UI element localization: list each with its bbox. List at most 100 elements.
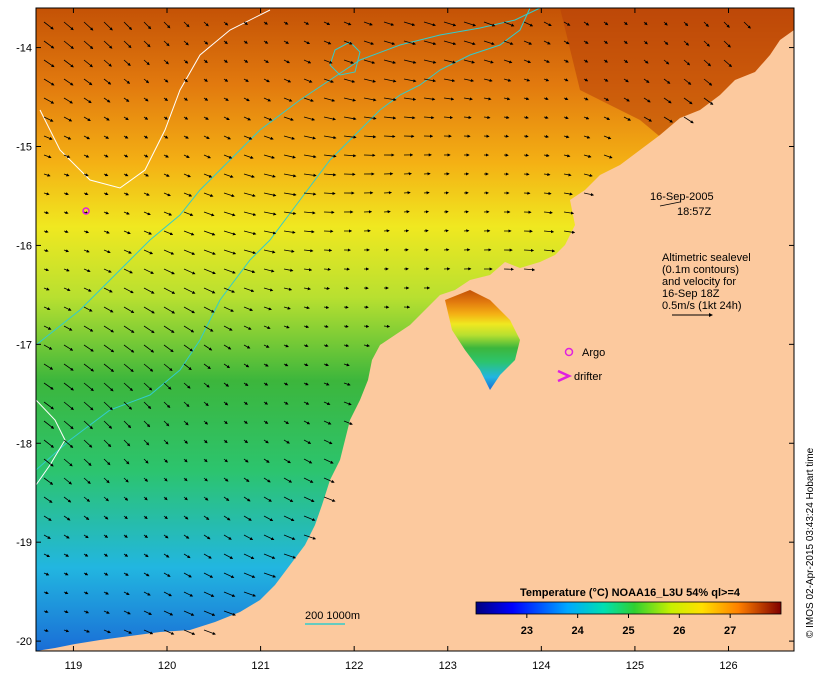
velocity-arrow bbox=[263, 534, 275, 541]
velocity-arrow bbox=[43, 382, 54, 390]
velocity-arrow bbox=[63, 306, 72, 311]
velocity-arrow bbox=[103, 344, 115, 353]
drifter-marker bbox=[557, 369, 573, 383]
velocity-arrow bbox=[263, 572, 277, 578]
velocity-arrow bbox=[183, 21, 190, 28]
velocity-arrow bbox=[223, 97, 229, 101]
velocity-arrow bbox=[83, 439, 93, 448]
velocity-arrow bbox=[223, 287, 236, 293]
velocity-arrow bbox=[583, 192, 595, 197]
velocity-arrow bbox=[43, 420, 55, 429]
velocity-arrow bbox=[243, 591, 256, 597]
velocity-arrow bbox=[483, 21, 496, 27]
velocity-arrow bbox=[123, 477, 129, 483]
velocity-arrow bbox=[143, 496, 148, 501]
velocity-arrow bbox=[163, 591, 172, 597]
velocity-arrow bbox=[183, 363, 192, 371]
velocity-arrow bbox=[103, 40, 113, 49]
velocity-arrow bbox=[203, 116, 209, 120]
velocity-arrow bbox=[203, 192, 214, 197]
velocity-arrow bbox=[343, 343, 350, 348]
velocity-arrow bbox=[563, 78, 569, 82]
velocity-arrow bbox=[223, 249, 237, 255]
velocity-arrow bbox=[63, 210, 69, 215]
velocity-arrow bbox=[63, 135, 72, 140]
velocity-arrow bbox=[443, 97, 455, 101]
velocity-arrow bbox=[563, 192, 573, 196]
velocity-arrow bbox=[443, 115, 454, 120]
velocity-arrow bbox=[303, 40, 311, 45]
velocity-arrow bbox=[223, 40, 228, 45]
velocity-arrow bbox=[63, 268, 70, 272]
velocity-arrow bbox=[303, 211, 316, 215]
velocity-arrow bbox=[183, 40, 189, 46]
velocity-arrow bbox=[403, 21, 416, 27]
velocity-arrow bbox=[323, 97, 336, 102]
velocity-arrow bbox=[583, 154, 592, 158]
colorbar-gradient bbox=[475, 601, 782, 615]
velocity-arrow bbox=[123, 572, 129, 576]
velocity-arrow bbox=[243, 325, 252, 330]
velocity-arrow bbox=[363, 97, 377, 102]
velocity-arrow bbox=[143, 420, 151, 428]
velocity-arrow bbox=[303, 382, 309, 386]
velocity-arrow bbox=[663, 116, 673, 123]
velocity-arrow bbox=[63, 287, 71, 292]
velocity-arrow bbox=[163, 192, 171, 197]
velocity-arrow bbox=[143, 534, 149, 538]
velocity-arrow bbox=[43, 173, 51, 177]
velocity-arrow bbox=[123, 192, 129, 196]
velocity-arrow bbox=[323, 477, 335, 483]
velocity-arrow bbox=[123, 591, 130, 595]
velocity-arrow bbox=[123, 78, 131, 84]
isobath-1000m bbox=[36, 8, 541, 346]
velocity-arrow bbox=[63, 97, 73, 104]
velocity-arrow bbox=[223, 344, 232, 350]
velocity-arrow bbox=[243, 439, 249, 444]
velocity-arrow bbox=[463, 78, 475, 83]
latitude-axis: -14 -15 -16 -17 -18 -19 -20 bbox=[16, 43, 794, 648]
velocity-arrow bbox=[183, 192, 193, 197]
velocity-arrow bbox=[43, 553, 51, 557]
velocity-arrow bbox=[203, 325, 214, 332]
longitude-axis: 119 120 121 122 123 124 125 126 bbox=[65, 8, 738, 672]
velocity-arrow bbox=[543, 191, 552, 196]
velocity-arrow bbox=[363, 343, 370, 348]
date-pointer bbox=[659, 201, 681, 207]
velocity-arrow bbox=[423, 97, 436, 101]
velocity-arrow bbox=[243, 553, 255, 559]
velocity-arrow bbox=[123, 249, 132, 254]
velocity-arrow bbox=[443, 21, 457, 27]
velocity-arrow bbox=[183, 154, 190, 158]
velocity-arrow bbox=[223, 496, 230, 502]
velocity-arrow bbox=[743, 21, 751, 29]
velocity-arrow bbox=[163, 610, 174, 616]
velocity-arrow bbox=[83, 401, 94, 411]
velocity-arrow bbox=[263, 97, 272, 102]
velocity-arrow bbox=[183, 401, 190, 408]
velocity-arrow bbox=[223, 572, 235, 578]
velocity-arrow bbox=[123, 382, 134, 392]
velocity-arrow bbox=[303, 249, 314, 253]
velocity-arrow bbox=[183, 344, 194, 352]
velocity-arrow bbox=[343, 382, 351, 386]
velocity-arrow bbox=[83, 325, 94, 332]
velocity-arrow bbox=[423, 78, 437, 83]
velocity-arrow bbox=[123, 515, 128, 520]
velocity-arrow bbox=[243, 287, 255, 293]
velocity-arrow bbox=[223, 458, 228, 463]
velocity-arrow bbox=[463, 59, 475, 64]
velocity-arrow bbox=[143, 325, 155, 334]
velocity-arrow bbox=[123, 363, 134, 373]
velocity-arrow bbox=[583, 78, 589, 82]
velocity-arrow bbox=[283, 173, 297, 178]
velocity-arrow bbox=[643, 116, 653, 122]
velocity-arrow bbox=[503, 21, 515, 27]
velocity-arrow bbox=[123, 40, 132, 49]
velocity-arrow bbox=[443, 78, 456, 83]
velocity-arrow bbox=[223, 59, 228, 63]
velocity-arrow bbox=[103, 268, 112, 273]
velocity-arrow bbox=[563, 116, 569, 120]
velocity-arrow bbox=[403, 40, 416, 46]
velocity-arrow bbox=[383, 97, 397, 102]
